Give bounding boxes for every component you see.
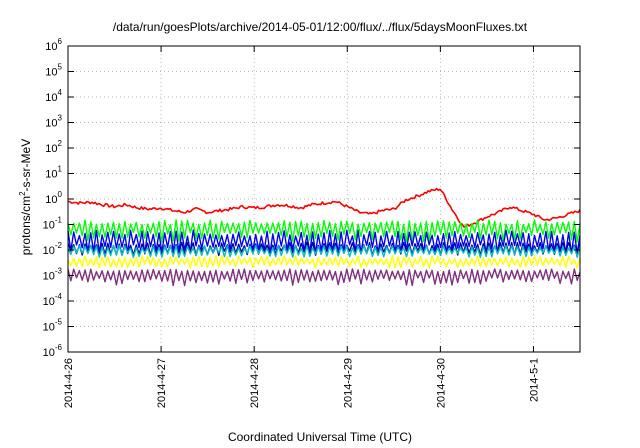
y-tick-label-base: 10 bbox=[43, 220, 55, 232]
series-line-4 bbox=[67, 244, 581, 259]
y-tick-label: 10-5 bbox=[43, 318, 63, 334]
y-tick-label: 10-6 bbox=[43, 343, 63, 359]
y-tick-label-exp: -2 bbox=[55, 241, 63, 250]
x-tick-label: 2014-5-1 bbox=[528, 358, 540, 402]
series-lines bbox=[67, 187, 581, 287]
x-tick-label: 2014-4-27 bbox=[156, 358, 168, 408]
series-line-5 bbox=[67, 255, 581, 269]
y-tick-label-exp: -6 bbox=[55, 343, 63, 352]
y-tick-label: 104 bbox=[45, 88, 62, 104]
series-line-0 bbox=[68, 187, 581, 228]
x-tick-label: 2014-4-30 bbox=[435, 358, 447, 408]
y-tick-label-exp: 2 bbox=[58, 139, 63, 148]
y-tick-label: 10-1 bbox=[43, 216, 63, 232]
y-tick-label: 101 bbox=[45, 165, 62, 181]
y-tick-label-base: 10 bbox=[45, 143, 57, 155]
y-tick-label-exp: 1 bbox=[58, 165, 63, 174]
y-tick-label-exp: -1 bbox=[55, 216, 63, 225]
y-tick-label-base: 10 bbox=[45, 92, 57, 104]
y-tick-label-base: 10 bbox=[45, 169, 57, 181]
y-tick-label-exp: 0 bbox=[58, 190, 63, 199]
y-tick-label-exp: 3 bbox=[58, 114, 63, 123]
y-tick-label-base: 10 bbox=[43, 271, 55, 283]
y-tick-label: 102 bbox=[45, 139, 62, 155]
y-tick-label: 10-2 bbox=[43, 241, 63, 257]
series-line-2 bbox=[67, 229, 581, 255]
y-tick-label-exp: -4 bbox=[55, 292, 63, 301]
y-tick-label: 10-3 bbox=[43, 267, 63, 283]
y-tick-label: 105 bbox=[45, 63, 62, 79]
y-tick-label-exp: 6 bbox=[58, 37, 63, 46]
chart-title: /data/run/goesPlots/archive/2014-05-01/1… bbox=[112, 20, 528, 34]
y-tick-label: 103 bbox=[45, 114, 62, 130]
y-tick-label-exp: 4 bbox=[58, 88, 63, 97]
y-tick-label: 100 bbox=[45, 190, 62, 206]
grid-lines bbox=[68, 46, 580, 352]
y-tick-label-base: 10 bbox=[45, 118, 57, 130]
series-line-1 bbox=[67, 219, 581, 243]
y-tick-label-exp: -5 bbox=[55, 318, 63, 327]
y-tick-label-base: 10 bbox=[43, 322, 55, 334]
y-tick-label-exp: 5 bbox=[58, 63, 63, 72]
series-line-6 bbox=[67, 268, 581, 287]
y-tick-label-base: 10 bbox=[43, 347, 55, 359]
x-tick-label: 2014-4-28 bbox=[249, 358, 261, 408]
y-tick-label-base: 10 bbox=[45, 67, 57, 79]
y-tick-label: 10-4 bbox=[43, 292, 63, 308]
x-axis-label: Coordinated Universal Time (UTC) bbox=[227, 430, 413, 444]
y-tick-label-exp: -3 bbox=[55, 267, 63, 276]
y-tick-label-base: 10 bbox=[45, 194, 57, 206]
y-tick-label-base: 10 bbox=[43, 245, 55, 257]
y-tick-label: 106 bbox=[45, 37, 62, 53]
x-tick-label: 2014-4-26 bbox=[63, 358, 75, 408]
axis-ticks: 10610510410310210110010-110-210-310-410-… bbox=[43, 37, 580, 408]
y-tick-label-base: 10 bbox=[45, 41, 57, 53]
y-tick-label-base: 10 bbox=[43, 296, 55, 308]
x-tick-label: 2014-4-29 bbox=[342, 358, 354, 408]
